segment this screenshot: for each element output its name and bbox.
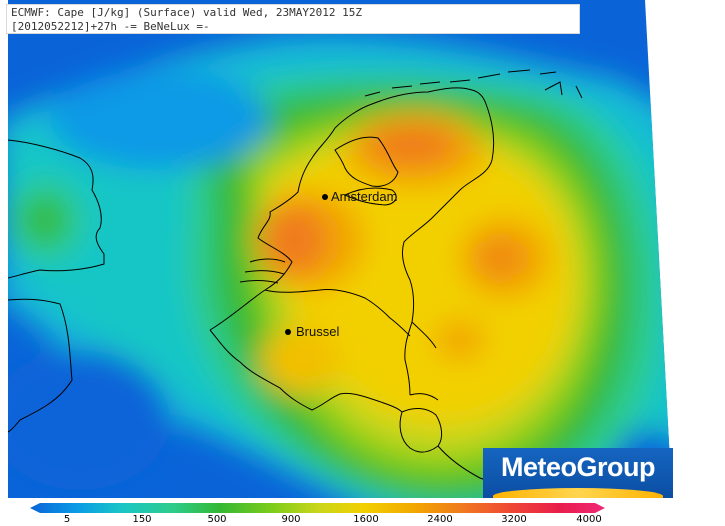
- logo-swoosh: [493, 488, 663, 498]
- meteogroup-logo: MeteoGroup: [483, 448, 673, 498]
- map-header: ECMWF: Cape [J/kg] (Surface) valid Wed, …: [6, 4, 580, 34]
- scale-tick-4000: 4000: [576, 514, 602, 525]
- amsterdam-marker: [322, 194, 328, 200]
- scale-tick-1600: 1600: [353, 514, 379, 525]
- colorbar: [30, 503, 605, 513]
- scale-tick-150: 150: [132, 514, 152, 525]
- scale-tick-5: 5: [63, 514, 71, 525]
- brussel-marker: [285, 329, 291, 335]
- scale-tick-500: 500: [207, 514, 227, 525]
- coastlines-borders: [7, 69, 583, 497]
- city-label-brussel: Brussel: [296, 324, 340, 339]
- scale-tick-900: 900: [281, 514, 301, 525]
- scale-tick-2400: 2400: [427, 514, 453, 525]
- header-line-2: [2012052212]+27h -= BeNeLux =-: [11, 20, 210, 33]
- header-line-1: ECMWF: Cape [J/kg] (Surface) valid Wed, …: [11, 6, 362, 19]
- logo-text: MeteoGroup: [501, 452, 656, 482]
- scale-tick-3200: 3200: [501, 514, 527, 525]
- city-label-amsterdam: Amsterdam: [331, 189, 398, 204]
